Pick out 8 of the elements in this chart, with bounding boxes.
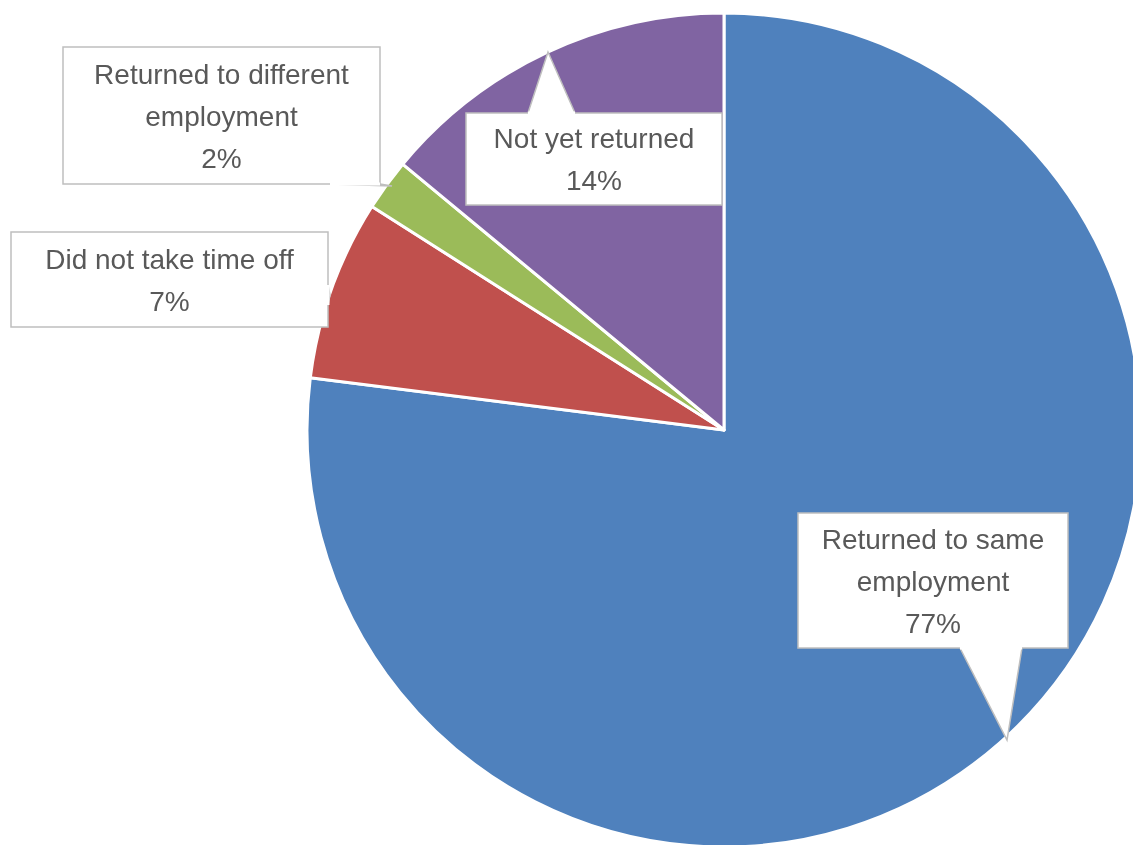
slice-label: Not yet returned [493, 123, 695, 154]
data-label: 14% [565, 165, 623, 196]
data-label: 77% [904, 607, 962, 639]
slice-label: Returned to different employment [94, 58, 350, 132]
data-label: 2% [201, 142, 242, 174]
slice-label: Did not take time off [45, 243, 294, 275]
slice-label: Returned to same employment [821, 523, 1045, 597]
data-label: 7% [149, 285, 190, 317]
